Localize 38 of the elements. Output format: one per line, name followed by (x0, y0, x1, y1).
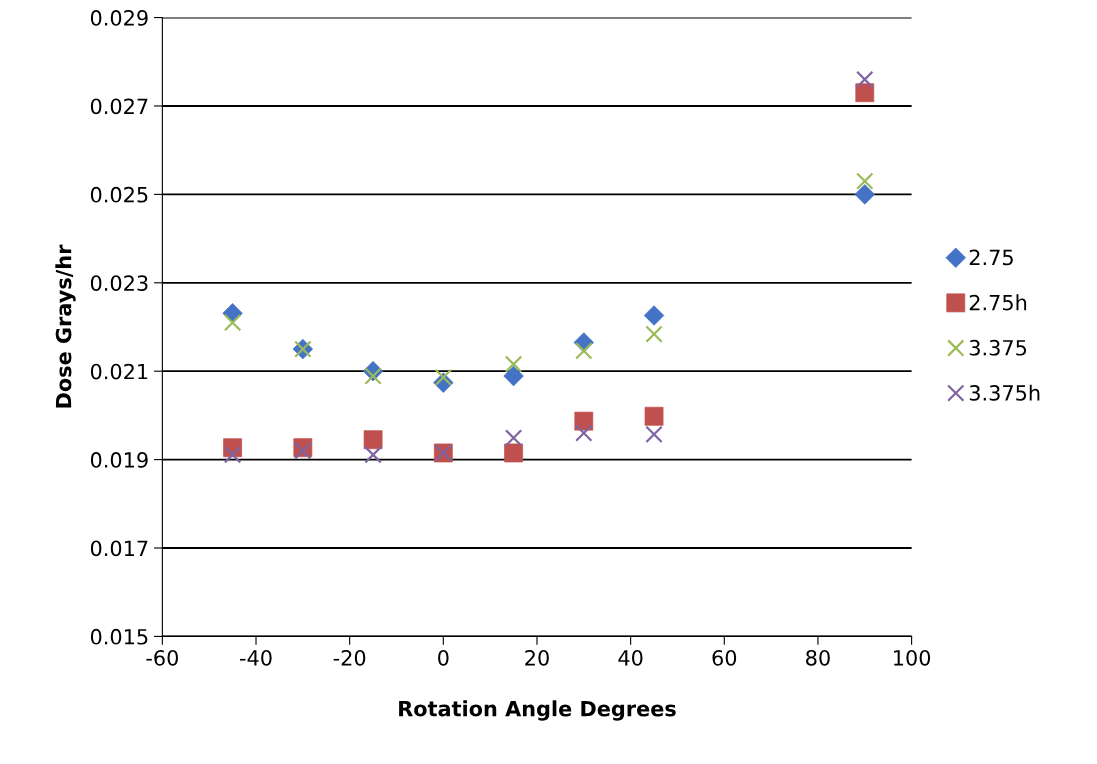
x-tick-label: 0 (438, 649, 449, 666)
point (223, 313, 242, 332)
y-tick-label: 0.023 (90, 275, 148, 291)
x-tick-label: 60 (712, 649, 737, 666)
point (575, 342, 593, 360)
legend-label: 3.375 (969, 339, 1027, 356)
y-tick-label: 0.025 (90, 186, 148, 203)
point (645, 425, 663, 444)
legend-label: 2.75 (969, 249, 1013, 266)
point (504, 429, 523, 447)
x-tick-label: -40 (240, 649, 272, 666)
point (854, 184, 875, 205)
x-tick-label: -60 (146, 649, 178, 666)
point (364, 445, 382, 464)
x-tick-label: -20 (333, 649, 366, 666)
x-axis-title: Rotation Angle Degrees (399, 700, 676, 721)
point (223, 445, 242, 464)
x-tick-label: 20 (525, 649, 549, 666)
legend-label: 2.75h (969, 294, 1027, 311)
y-tick-label: 0.019 (90, 452, 148, 468)
y-tick-label: 0.027 (90, 98, 148, 115)
y-tick-label: 0.017 (90, 540, 148, 557)
legend-label: 3.375h (969, 384, 1040, 401)
point (643, 305, 665, 326)
point (575, 424, 593, 442)
y-tick-label: 0.021 (90, 363, 148, 380)
x-tick-label: 100 (894, 649, 931, 666)
y-tick-label: 0.015 (90, 628, 148, 645)
x-tick-label: 40 (618, 649, 643, 666)
point (856, 172, 874, 190)
point (364, 367, 382, 385)
y-axis-title: Dose Grays/hr (55, 244, 76, 408)
x-tick-label: 80 (806, 649, 830, 666)
point (645, 325, 663, 343)
point (856, 70, 874, 89)
point (504, 355, 523, 373)
point (434, 368, 453, 387)
y-tick-label: 0.029 (90, 10, 148, 26)
